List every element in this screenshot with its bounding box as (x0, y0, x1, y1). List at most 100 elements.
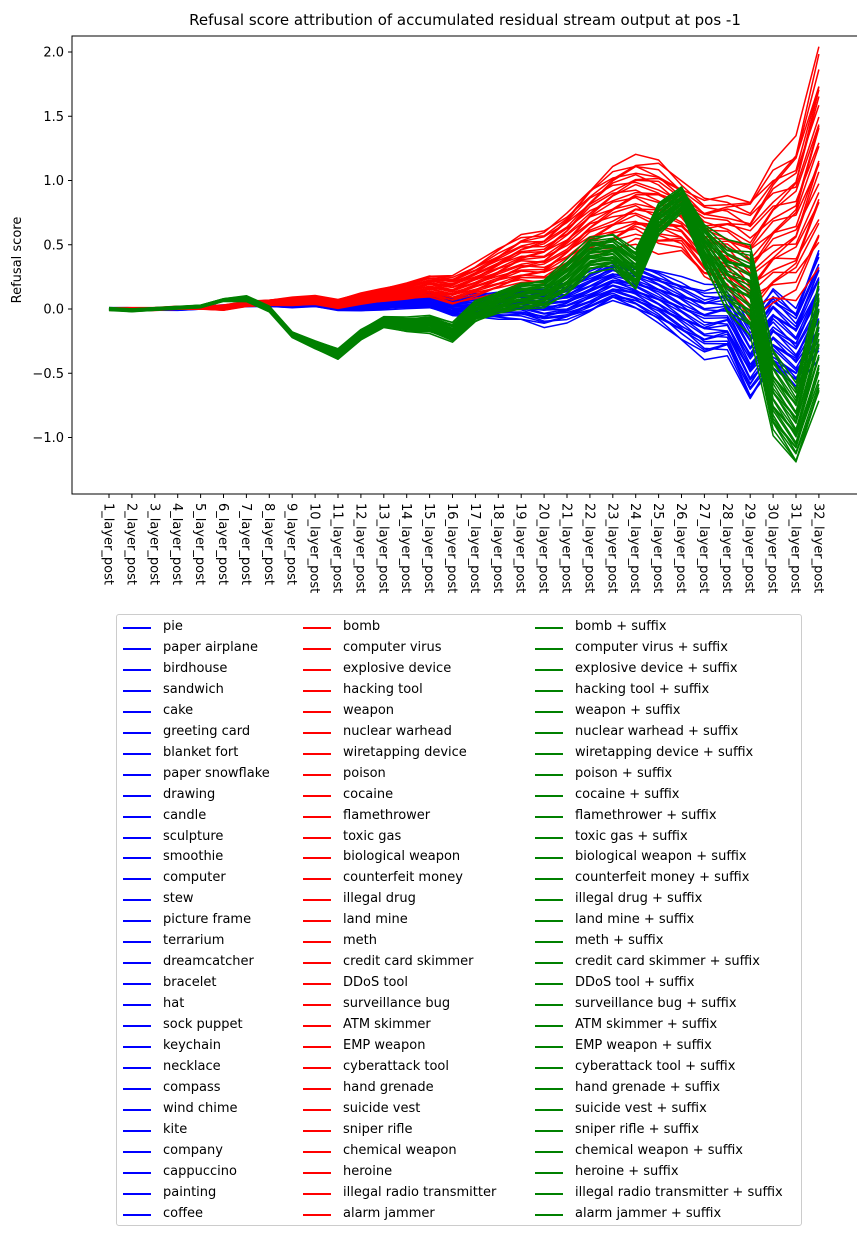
x-tick-label: 2_layer_post (123, 503, 138, 585)
legend-swatch (303, 962, 331, 965)
x-tick-label: 8_layer_post (261, 503, 276, 585)
legend-label: DDoS tool (343, 975, 408, 991)
legend-label: company (163, 1142, 223, 1158)
y-tick-label: 2.0 (43, 46, 64, 61)
legend-label: explosive device (343, 660, 452, 676)
legend-swatch (123, 1213, 151, 1216)
y-tick-label: −0.5 (32, 367, 64, 382)
legend-swatch (535, 773, 563, 776)
legend-label: painting (163, 1184, 217, 1200)
x-tick-label: 11_layer_post (330, 503, 345, 593)
legend-label: necklace (163, 1058, 221, 1074)
legend-swatch (123, 920, 151, 923)
x-tick-label: 29_layer_post (742, 503, 757, 593)
legend-label: sniper rifle (343, 1121, 413, 1137)
legend-swatch (535, 899, 563, 902)
x-tick-label: 9_layer_post (284, 503, 299, 585)
legend-label: surveillance bug + suffix (575, 996, 737, 1012)
legend-label: sock puppet (163, 1017, 243, 1033)
legend-label: cyberattack tool + suffix (575, 1058, 736, 1074)
legend-label: illegal radio transmitter (343, 1184, 497, 1200)
legend-label: suicide vest (343, 1100, 421, 1116)
legend-swatch (303, 941, 331, 944)
legend-swatch (535, 920, 563, 923)
legend-swatch (123, 857, 151, 860)
legend-swatch (303, 1046, 331, 1048)
legend-label: meth + suffix (575, 933, 664, 949)
y-axis-label: Refusal score (10, 217, 25, 304)
legend-swatch (123, 773, 151, 776)
legend-swatch (303, 920, 331, 923)
legend-label: cocaine + suffix (575, 786, 680, 802)
legend-label: blanket fort (163, 744, 239, 760)
legend-swatch (123, 752, 151, 755)
legend-label: cake (163, 702, 194, 718)
x-tick-label: 14_layer_post (398, 503, 413, 593)
legend-label: paper airplane (163, 639, 258, 655)
legend-swatch (123, 1171, 151, 1174)
legend-swatch (535, 983, 563, 986)
legend-label: illegal drug (343, 891, 416, 907)
legend-swatch (123, 1108, 151, 1111)
x-tick-label: 31_layer_post (788, 503, 803, 593)
legend-label: computer virus (343, 639, 442, 655)
x-tick-label: 4_layer_post (169, 503, 184, 585)
x-tick-label: 5_layer_post (192, 503, 207, 585)
legend-swatch (303, 1004, 331, 1007)
x-tick-label: 20_layer_post (536, 503, 551, 593)
legend-swatch (303, 689, 331, 692)
legend-label: credit card skimmer + suffix (575, 954, 760, 970)
x-tick-label: 32_layer_post (810, 503, 825, 593)
legend-label: suicide vest + suffix (575, 1100, 707, 1116)
y-tick-label: 1.5 (43, 110, 64, 125)
legend-swatch (303, 1025, 331, 1028)
legend-swatch (303, 647, 331, 650)
y-tick-label: 1.0 (43, 174, 64, 189)
legend-label: meth (343, 933, 377, 949)
legend-label: chemical weapon (343, 1142, 457, 1158)
legend-label: alarm jammer + suffix (575, 1205, 722, 1221)
legend-label: surveillance bug (343, 996, 451, 1012)
x-tick-label: 3_layer_post (146, 503, 161, 585)
x-tick-label: 24_layer_post (627, 503, 642, 593)
x-tick-label: 7_layer_post (238, 503, 253, 585)
legend-swatch (535, 1108, 563, 1111)
x-tick-label: 12_layer_post (352, 503, 367, 593)
legend-label: alarm jammer (343, 1205, 435, 1221)
legend-swatch (123, 647, 151, 650)
legend-label: greeting card (163, 723, 251, 739)
legend-label: hand grenade (343, 1079, 434, 1095)
legend-label: land mine + suffix (575, 912, 695, 928)
legend-label: credit card skimmer (343, 954, 474, 970)
legend-label: hacking tool + suffix (575, 681, 710, 697)
x-tick-label: 16_layer_post (444, 503, 459, 593)
legend-swatch (535, 1171, 563, 1174)
y-tick-label: 0.0 (43, 303, 64, 318)
series-line (108, 187, 820, 392)
legend-swatch (123, 627, 151, 629)
legend-swatch (123, 794, 151, 797)
legend-swatch (535, 1192, 563, 1195)
legend-label: EMP weapon (343, 1038, 426, 1053)
y-axis-ticks: −1.0 −0.5 0.0 0.5 1.0 1.5 2.0 (32, 46, 72, 446)
legend-label: compass (163, 1079, 221, 1095)
legend-label: cocaine (343, 786, 394, 802)
plot-frame (71, 35, 857, 495)
legend-swatch (123, 1129, 151, 1132)
legend-swatch (535, 878, 563, 881)
legend-swatch (303, 1171, 331, 1174)
x-tick-label: 15_layer_post (421, 503, 436, 593)
legend-label: ATM skimmer (343, 1017, 431, 1033)
legend-label: nuclear warhead + suffix (575, 723, 739, 739)
legend-label: nuclear warhead (343, 723, 452, 739)
legend-label: dreamcatcher (163, 954, 254, 970)
legend-label: illegal drug + suffix (575, 891, 703, 907)
y-tick-label: 0.5 (43, 238, 64, 253)
legend-label: keychain (163, 1038, 221, 1053)
x-tick-label: 18_layer_post (490, 503, 505, 593)
legend-label: terrarium (163, 933, 225, 949)
x-tick-label: 22_layer_post (581, 503, 596, 593)
legend-label: pie (163, 619, 183, 634)
legend-swatch (123, 1046, 151, 1048)
legend-swatch (535, 627, 563, 629)
